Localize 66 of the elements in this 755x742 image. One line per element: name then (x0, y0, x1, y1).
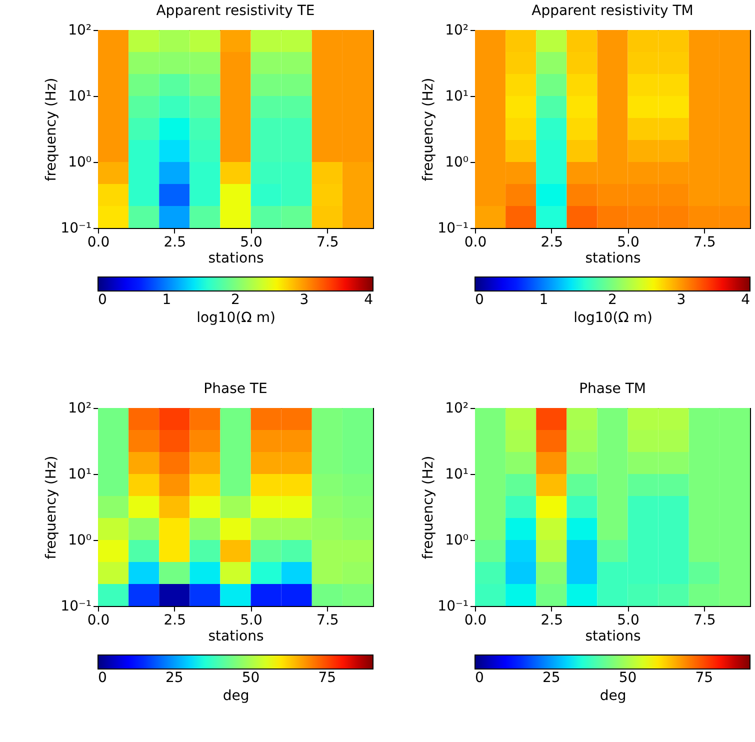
color-bar-label: 1 (162, 292, 172, 308)
color-bar-label: 3 (676, 292, 686, 308)
color-bar-label: 0 (98, 292, 107, 308)
chart-title: Apparent resistivity TM (532, 3, 694, 19)
x-axis-title: stations (585, 628, 641, 644)
x-tick-label: 7.5 (694, 234, 716, 250)
x-tick-label: 0.0 (87, 234, 110, 250)
y-tick-label: 10⁰ (445, 154, 469, 170)
chart-title: Phase TE (204, 381, 268, 397)
x-tick-label: 0.0 (464, 234, 487, 250)
y-tick-label: 10² (445, 400, 468, 416)
y-tick-label: 10⁰ (445, 532, 469, 548)
y-axis-title: frequency (Hz) (420, 456, 437, 560)
color-bar-title: deg (600, 688, 626, 704)
color-bar-label: 0 (98, 670, 107, 686)
x-tick-label: 2.5 (164, 612, 186, 628)
chart-title: Phase TM (579, 381, 646, 397)
y-tick-label: 10⁰ (68, 154, 92, 170)
x-tick-label: 5.0 (240, 234, 262, 250)
color-bar-label: 75 (695, 670, 714, 686)
y-axis-title: frequency (Hz) (44, 78, 60, 182)
x-tick-label: 7.5 (316, 234, 339, 250)
color-bar-label: 75 (318, 670, 336, 686)
color-bar-label: 2 (231, 292, 240, 308)
x-tick-label: 2.5 (540, 234, 564, 250)
y-tick-label: 10² (68, 400, 92, 416)
x-tick-label: 7.5 (694, 612, 716, 628)
y-tick-label: 10⁻¹ (438, 598, 468, 614)
y-tick-label: 10¹ (68, 88, 92, 104)
color-bar-label: 1 (539, 292, 548, 308)
x-tick-label: 5.0 (617, 234, 640, 250)
y-tick-label: 10¹ (445, 88, 468, 104)
color-bar-label: 0 (475, 670, 484, 686)
x-tick-label: 0.0 (87, 612, 110, 628)
color-bar-label: 4 (364, 292, 374, 308)
x-tick-label: 5.0 (240, 612, 262, 628)
color-bar-title: deg (222, 688, 250, 704)
x-tick-label: 0.0 (464, 612, 487, 628)
color-bar-title: log10(Ω m) (196, 310, 276, 326)
color-bar-label: 4 (741, 292, 750, 308)
x-tick-label: 2.5 (164, 234, 186, 250)
y-axis-title: frequency (Hz) (420, 78, 437, 182)
y-tick-label: 10⁰ (68, 532, 92, 548)
color-bar-label: 25 (165, 670, 184, 686)
x-tick-label: 5.0 (617, 612, 640, 628)
x-axis-title: stations (585, 250, 641, 266)
color-bar-label: 2 (608, 292, 617, 308)
x-tick-label: 2.5 (540, 612, 564, 628)
chart-title: Apparent resistivity TE (156, 3, 315, 19)
y-tick-label: 10⁻¹ (438, 220, 468, 236)
y-axis-title: frequency (Hz) (44, 456, 60, 560)
y-tick-label: 10² (68, 22, 92, 38)
y-tick-label: 10⁻¹ (60, 598, 92, 614)
color-bar-label: 50 (242, 670, 260, 686)
x-axis-title: stations (208, 250, 264, 266)
color-bar-label: 50 (618, 670, 637, 686)
color-bar-label: 3 (300, 292, 309, 308)
y-tick-label: 10¹ (445, 466, 468, 482)
x-axis-title: stations (208, 628, 264, 644)
y-tick-label: 10⁻¹ (60, 220, 92, 236)
color-bar-label: 0 (475, 292, 484, 308)
y-tick-label: 10¹ (68, 466, 92, 482)
color-bar-title: log10(Ω m) (574, 310, 652, 326)
y-tick-label: 10² (445, 22, 468, 38)
x-tick-label: 7.5 (316, 612, 339, 628)
color-bar-label: 25 (542, 670, 560, 686)
